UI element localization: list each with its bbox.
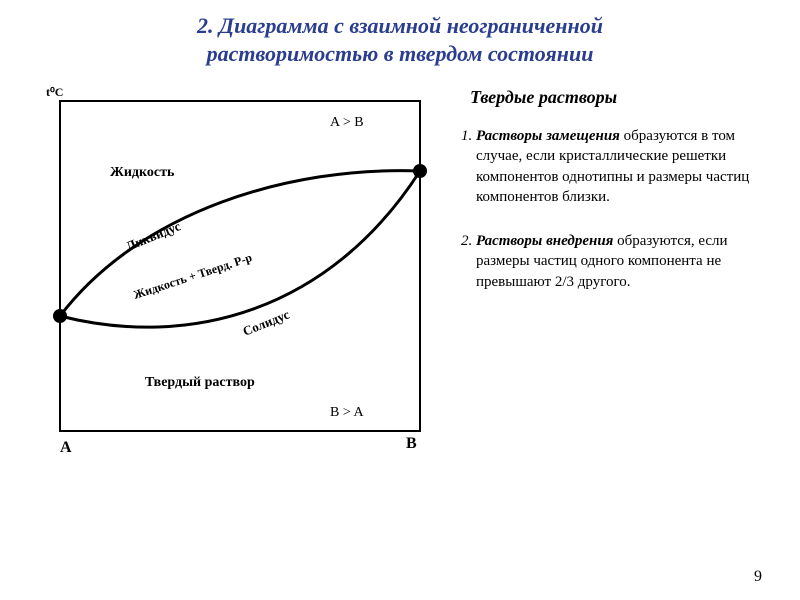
term-substitution: Растворы замещения <box>476 128 620 144</box>
solid-solutions-heading: Твердые растворы <box>470 87 770 108</box>
list-item: Растворы замещения образуются в том случ… <box>476 126 770 207</box>
left-endpoint <box>53 309 67 323</box>
label-b-gt-a: B > A <box>330 405 364 420</box>
label-a-gt-b: A > B <box>330 115 364 130</box>
content-row: t⁰C A > B Жидкость Твердый раствор B > A… <box>0 71 800 446</box>
page-number: 9 <box>754 568 762 586</box>
x-axis-label-a: A <box>60 439 72 457</box>
right-endpoint <box>413 164 427 178</box>
term-interstitial: Растворы внедрения <box>476 233 613 249</box>
y-axis-label: t⁰C <box>46 85 63 100</box>
page-title: 2. Диаграмма с взаимной неограниченной р… <box>0 0 800 71</box>
x-axis-label-b: B <box>406 435 417 453</box>
text-column: Твердые растворы Растворы замещения обра… <box>430 81 770 446</box>
list-item: Растворы внедрения образуются, если разм… <box>476 231 770 292</box>
title-line-2: растворимостью в твердом состоянии <box>207 41 594 66</box>
phase-diagram: A > B Жидкость Твердый раствор B > A Лик… <box>30 81 430 441</box>
label-liquid: Жидкость <box>110 165 175 180</box>
title-line-1: 2. Диаграмма с взаимной неограниченной <box>197 13 603 38</box>
diagram-column: t⁰C A > B Жидкость Твердый раствор B > A… <box>30 81 430 446</box>
label-solid-sol: Твердый раствор <box>145 375 255 390</box>
solutions-list: Растворы замещения образуются в том случ… <box>454 126 770 292</box>
